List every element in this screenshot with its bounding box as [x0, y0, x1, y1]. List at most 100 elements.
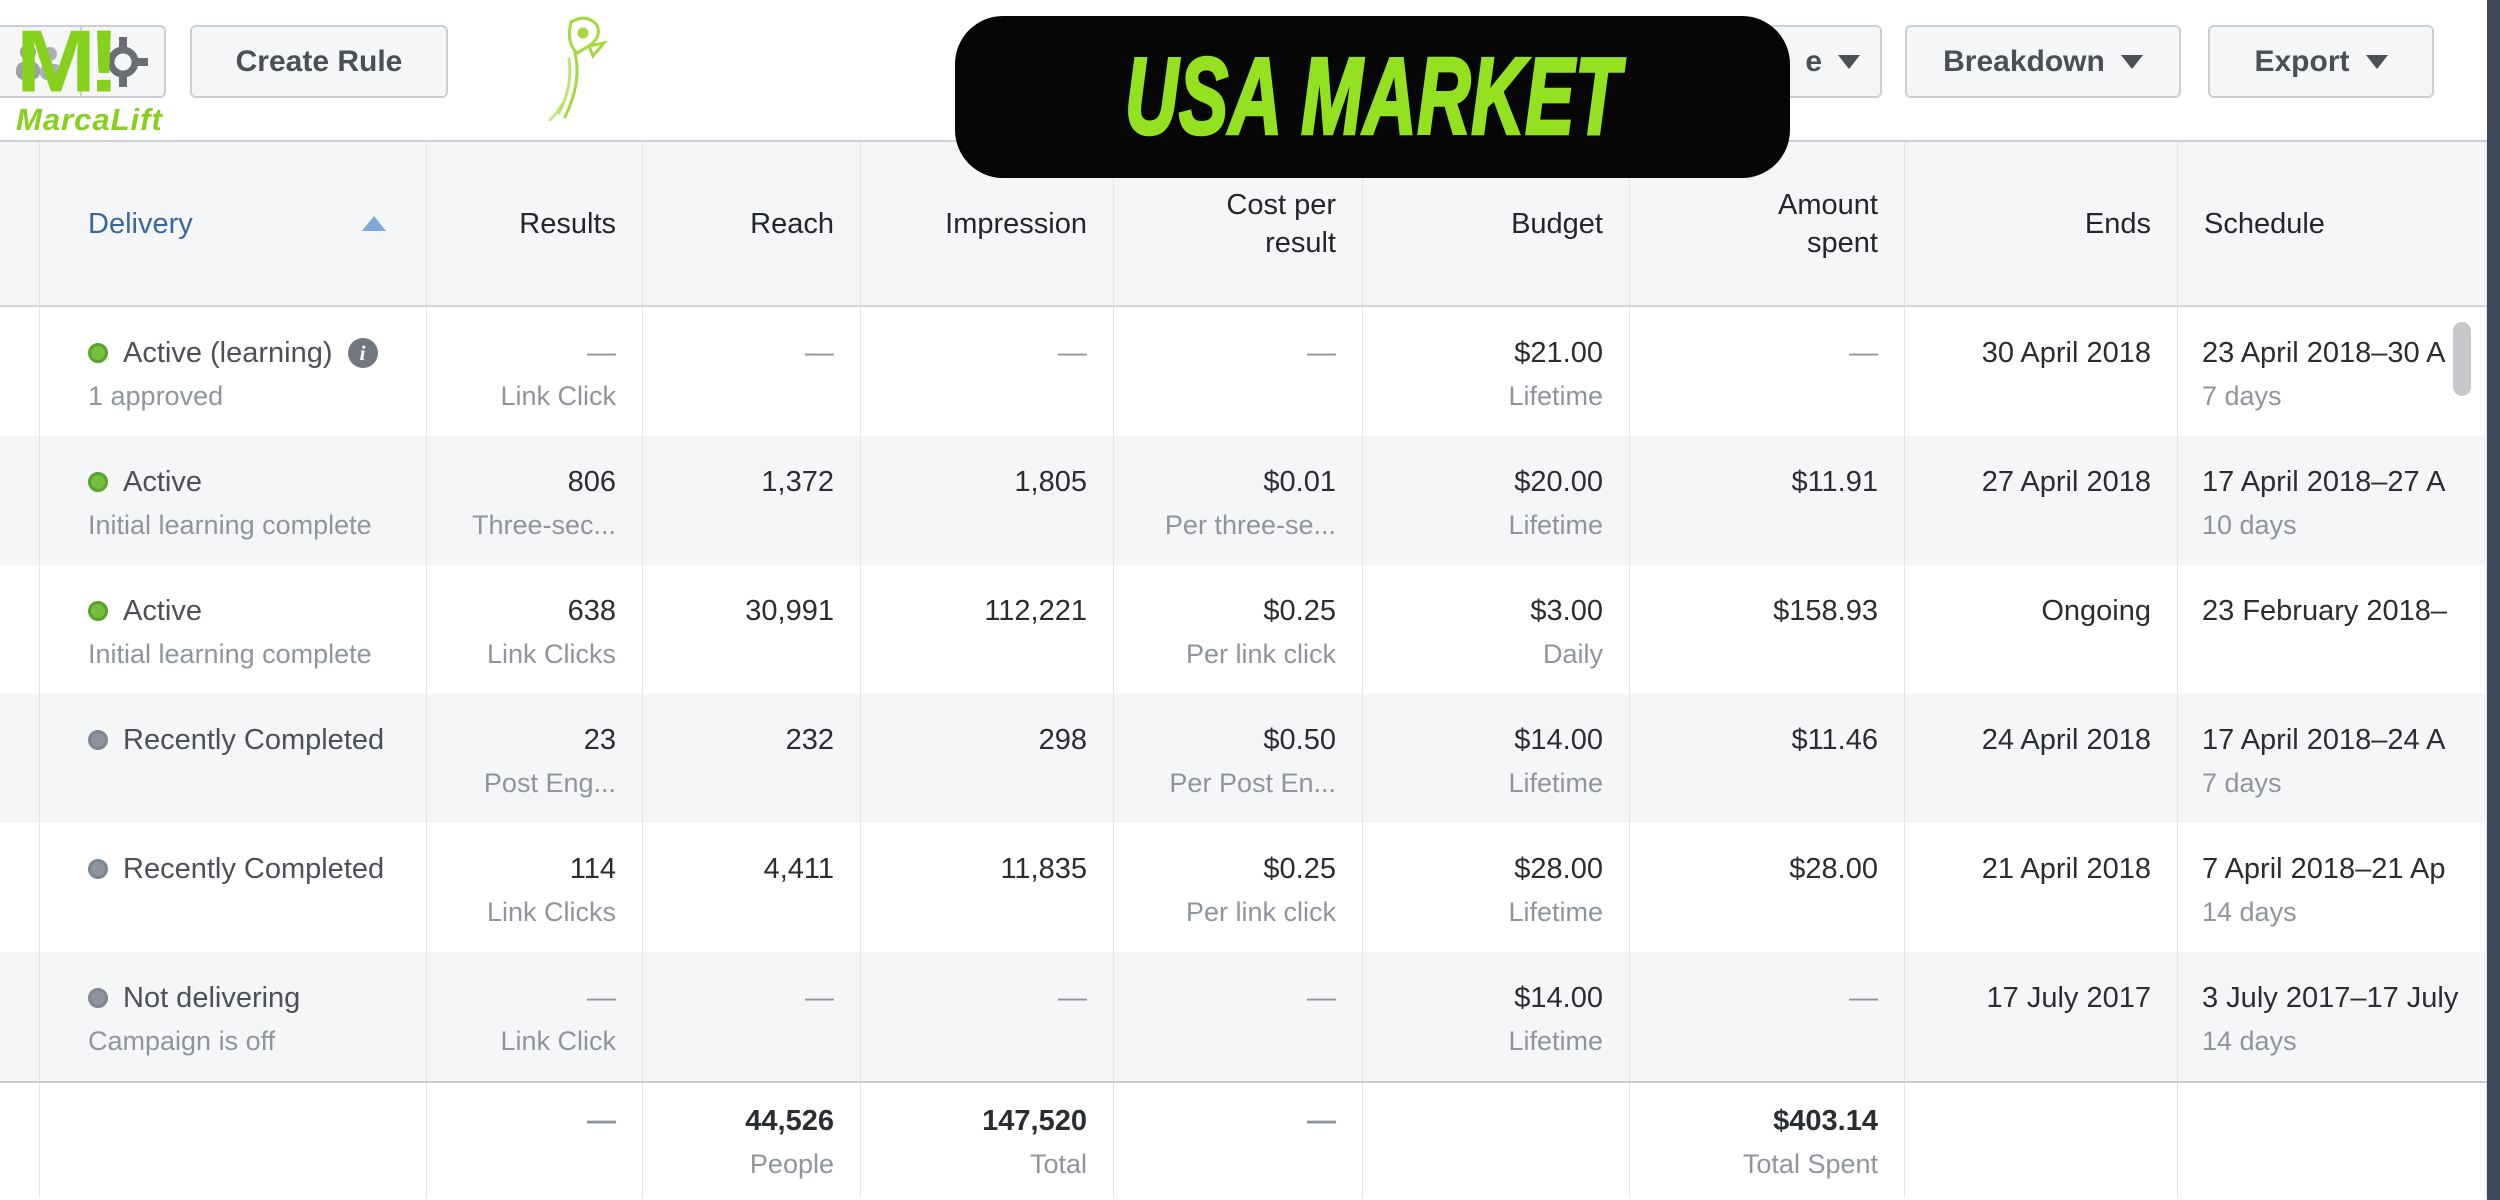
totals-results-cell: —: [427, 1083, 643, 1198]
totals-impressions-cell: 147,520 Total: [861, 1083, 1114, 1198]
delivery-status: Recently Completed: [123, 853, 385, 885]
info-icon[interactable]: i: [347, 338, 378, 368]
schedule-cell: 23 February 2018–: [2178, 565, 2487, 694]
results-value: 638: [567, 595, 616, 627]
gear-icon: [98, 36, 148, 87]
reach-cell: 4,411: [643, 823, 861, 952]
header-delivery-label: Delivery: [88, 207, 193, 240]
spent-cell: $11.46: [1630, 694, 1905, 823]
header-budget[interactable]: Budget: [1363, 142, 1630, 305]
status-dot-icon: [88, 988, 108, 1008]
impressions-cell: 11,835: [861, 823, 1114, 952]
delivery-status: Active: [123, 595, 202, 627]
schedule-range: 17 April 2018–24 A: [2202, 724, 2446, 756]
results-type: Link Click: [500, 381, 616, 411]
impressions-cell: —: [861, 952, 1114, 1081]
cost-cell: $0.01 Per three-se...: [1114, 436, 1363, 565]
create-rule-button[interactable]: Create Rule: [190, 25, 448, 98]
reach-value: —: [805, 337, 834, 369]
results-value: —: [587, 982, 616, 1014]
status-dot-icon: [88, 472, 108, 492]
cost-type: Per link click: [1185, 897, 1336, 927]
table-row[interactable]: Active (learning) i 1 approved — Link Click —…: [0, 307, 2487, 436]
spent-cell: $11.91: [1630, 436, 1905, 565]
delivery-note: Initial learning complete: [88, 639, 372, 669]
totals-spent-cell: $403.14 Total Spent: [1630, 1083, 1905, 1198]
budget-type: Lifetime: [1508, 768, 1603, 798]
budget-type: Lifetime: [1508, 897, 1603, 927]
table-row[interactable]: Recently Completed 114 Link Clicks 4,411 11,…: [0, 823, 2487, 952]
header-results[interactable]: Results: [427, 142, 643, 305]
budget-value: $14.00: [1514, 982, 1603, 1014]
table-row[interactable]: Not delivering Campaign is off — Link Click…: [0, 952, 2487, 1081]
chevron-down-icon: [2120, 54, 2143, 69]
impressions-cell: 298: [861, 694, 1114, 823]
results-type: Link Clicks: [486, 897, 616, 927]
status-dot-icon: [88, 601, 108, 621]
budget-cell: $21.00 Lifetime: [1363, 307, 1630, 436]
budget-cell: $28.00 Lifetime: [1363, 823, 1630, 952]
ends-cell: Ongoing: [1905, 565, 2178, 694]
budget-cell: $20.00 Lifetime: [1363, 436, 1630, 565]
schedule-range: 3 July 2017–17 July: [2202, 982, 2459, 1014]
header-reach[interactable]: Reach: [643, 142, 861, 305]
table-row[interactable]: Recently Completed 23 Post Eng... 232 298 $0.…: [0, 694, 2487, 823]
reach-cell: 30,991: [643, 565, 861, 694]
cost-cell: —: [1114, 952, 1363, 1081]
ends-value: 21 April 2018: [1981, 853, 2151, 885]
vertical-scrollbar-thumb[interactable]: [2453, 322, 2471, 396]
header-amount-spent[interactable]: Amount spent: [1630, 142, 1905, 305]
table-row[interactable]: Active Initial learning complete 638 Link C…: [0, 565, 2487, 694]
cost-type: Per link click: [1185, 639, 1336, 669]
cost-value: $0.01: [1263, 466, 1336, 498]
ends-cell: 27 April 2018: [1905, 436, 2178, 565]
audience-icon-button[interactable]: [0, 27, 82, 96]
delivery-cell: Active (learning) i 1 approved: [40, 307, 427, 436]
table-row[interactable]: Active Initial learning complete 806 Three-…: [0, 436, 2487, 565]
settings-icon-button[interactable]: [82, 27, 164, 96]
results-type: Three-sec...: [471, 510, 616, 540]
budget-type: Lifetime: [1508, 1026, 1603, 1056]
budget-type: Lifetime: [1508, 510, 1603, 540]
totals-cost-cell: —: [1114, 1083, 1363, 1198]
ends-cell: 30 April 2018: [1905, 307, 2178, 436]
cost-value: $0.25: [1263, 595, 1336, 627]
budget-value: $21.00: [1514, 337, 1603, 369]
budget-value: $14.00: [1514, 724, 1603, 756]
ends-cell: 17 July 2017: [1905, 952, 2178, 1081]
reach-value: —: [805, 982, 834, 1014]
header-delivery[interactable]: Delivery: [40, 142, 427, 305]
budget-cell: $14.00 Lifetime: [1363, 952, 1630, 1081]
spent-value: —: [1849, 982, 1878, 1014]
schedule-days: 10 days: [2202, 510, 2297, 540]
budget-cell: $3.00 Daily: [1363, 565, 1630, 694]
delivery-status: Not delivering: [123, 982, 301, 1014]
create-rule-label: Create Rule: [235, 44, 403, 78]
header-impressions[interactable]: Impression: [861, 142, 1114, 305]
impressions-value: 11,835: [1000, 853, 1087, 885]
budget-value: $3.00: [1530, 595, 1603, 627]
header-ends[interactable]: Ends: [1905, 142, 2178, 305]
marcalift-logo-wordmark: MarcaLift: [16, 102, 163, 137]
results-cell: 638 Link Clicks: [427, 565, 643, 694]
delivery-cell: Recently Completed: [40, 694, 427, 823]
row-spacer: [0, 307, 40, 436]
results-cell: 806 Three-sec...: [427, 436, 643, 565]
row-spacer: [0, 436, 40, 565]
ends-value: Ongoing: [2041, 595, 2151, 627]
delivery-cell: Active Initial learning complete: [40, 436, 427, 565]
schedule-cell: 7 April 2018–21 Ap 14 days: [2178, 823, 2487, 952]
results-type: Link Click: [500, 1026, 616, 1056]
vertical-scrollbar-track[interactable]: [2487, 0, 2500, 1200]
clipped-dropdown-label: e: [1805, 44, 1822, 78]
export-button[interactable]: Export: [2208, 25, 2434, 98]
header-cost-per-result[interactable]: Cost per result: [1114, 142, 1363, 305]
schedule-range: 23 February 2018–: [2202, 595, 2448, 627]
breakdown-button[interactable]: Breakdown: [1905, 25, 2181, 98]
reach-value: 232: [785, 724, 834, 756]
totals-budget-cell: [1363, 1083, 1630, 1198]
delivery-cell: Recently Completed: [40, 823, 427, 952]
header-schedule[interactable]: Schedule: [2178, 142, 2487, 305]
results-value: 114: [569, 853, 616, 885]
results-value: 806: [567, 466, 616, 498]
